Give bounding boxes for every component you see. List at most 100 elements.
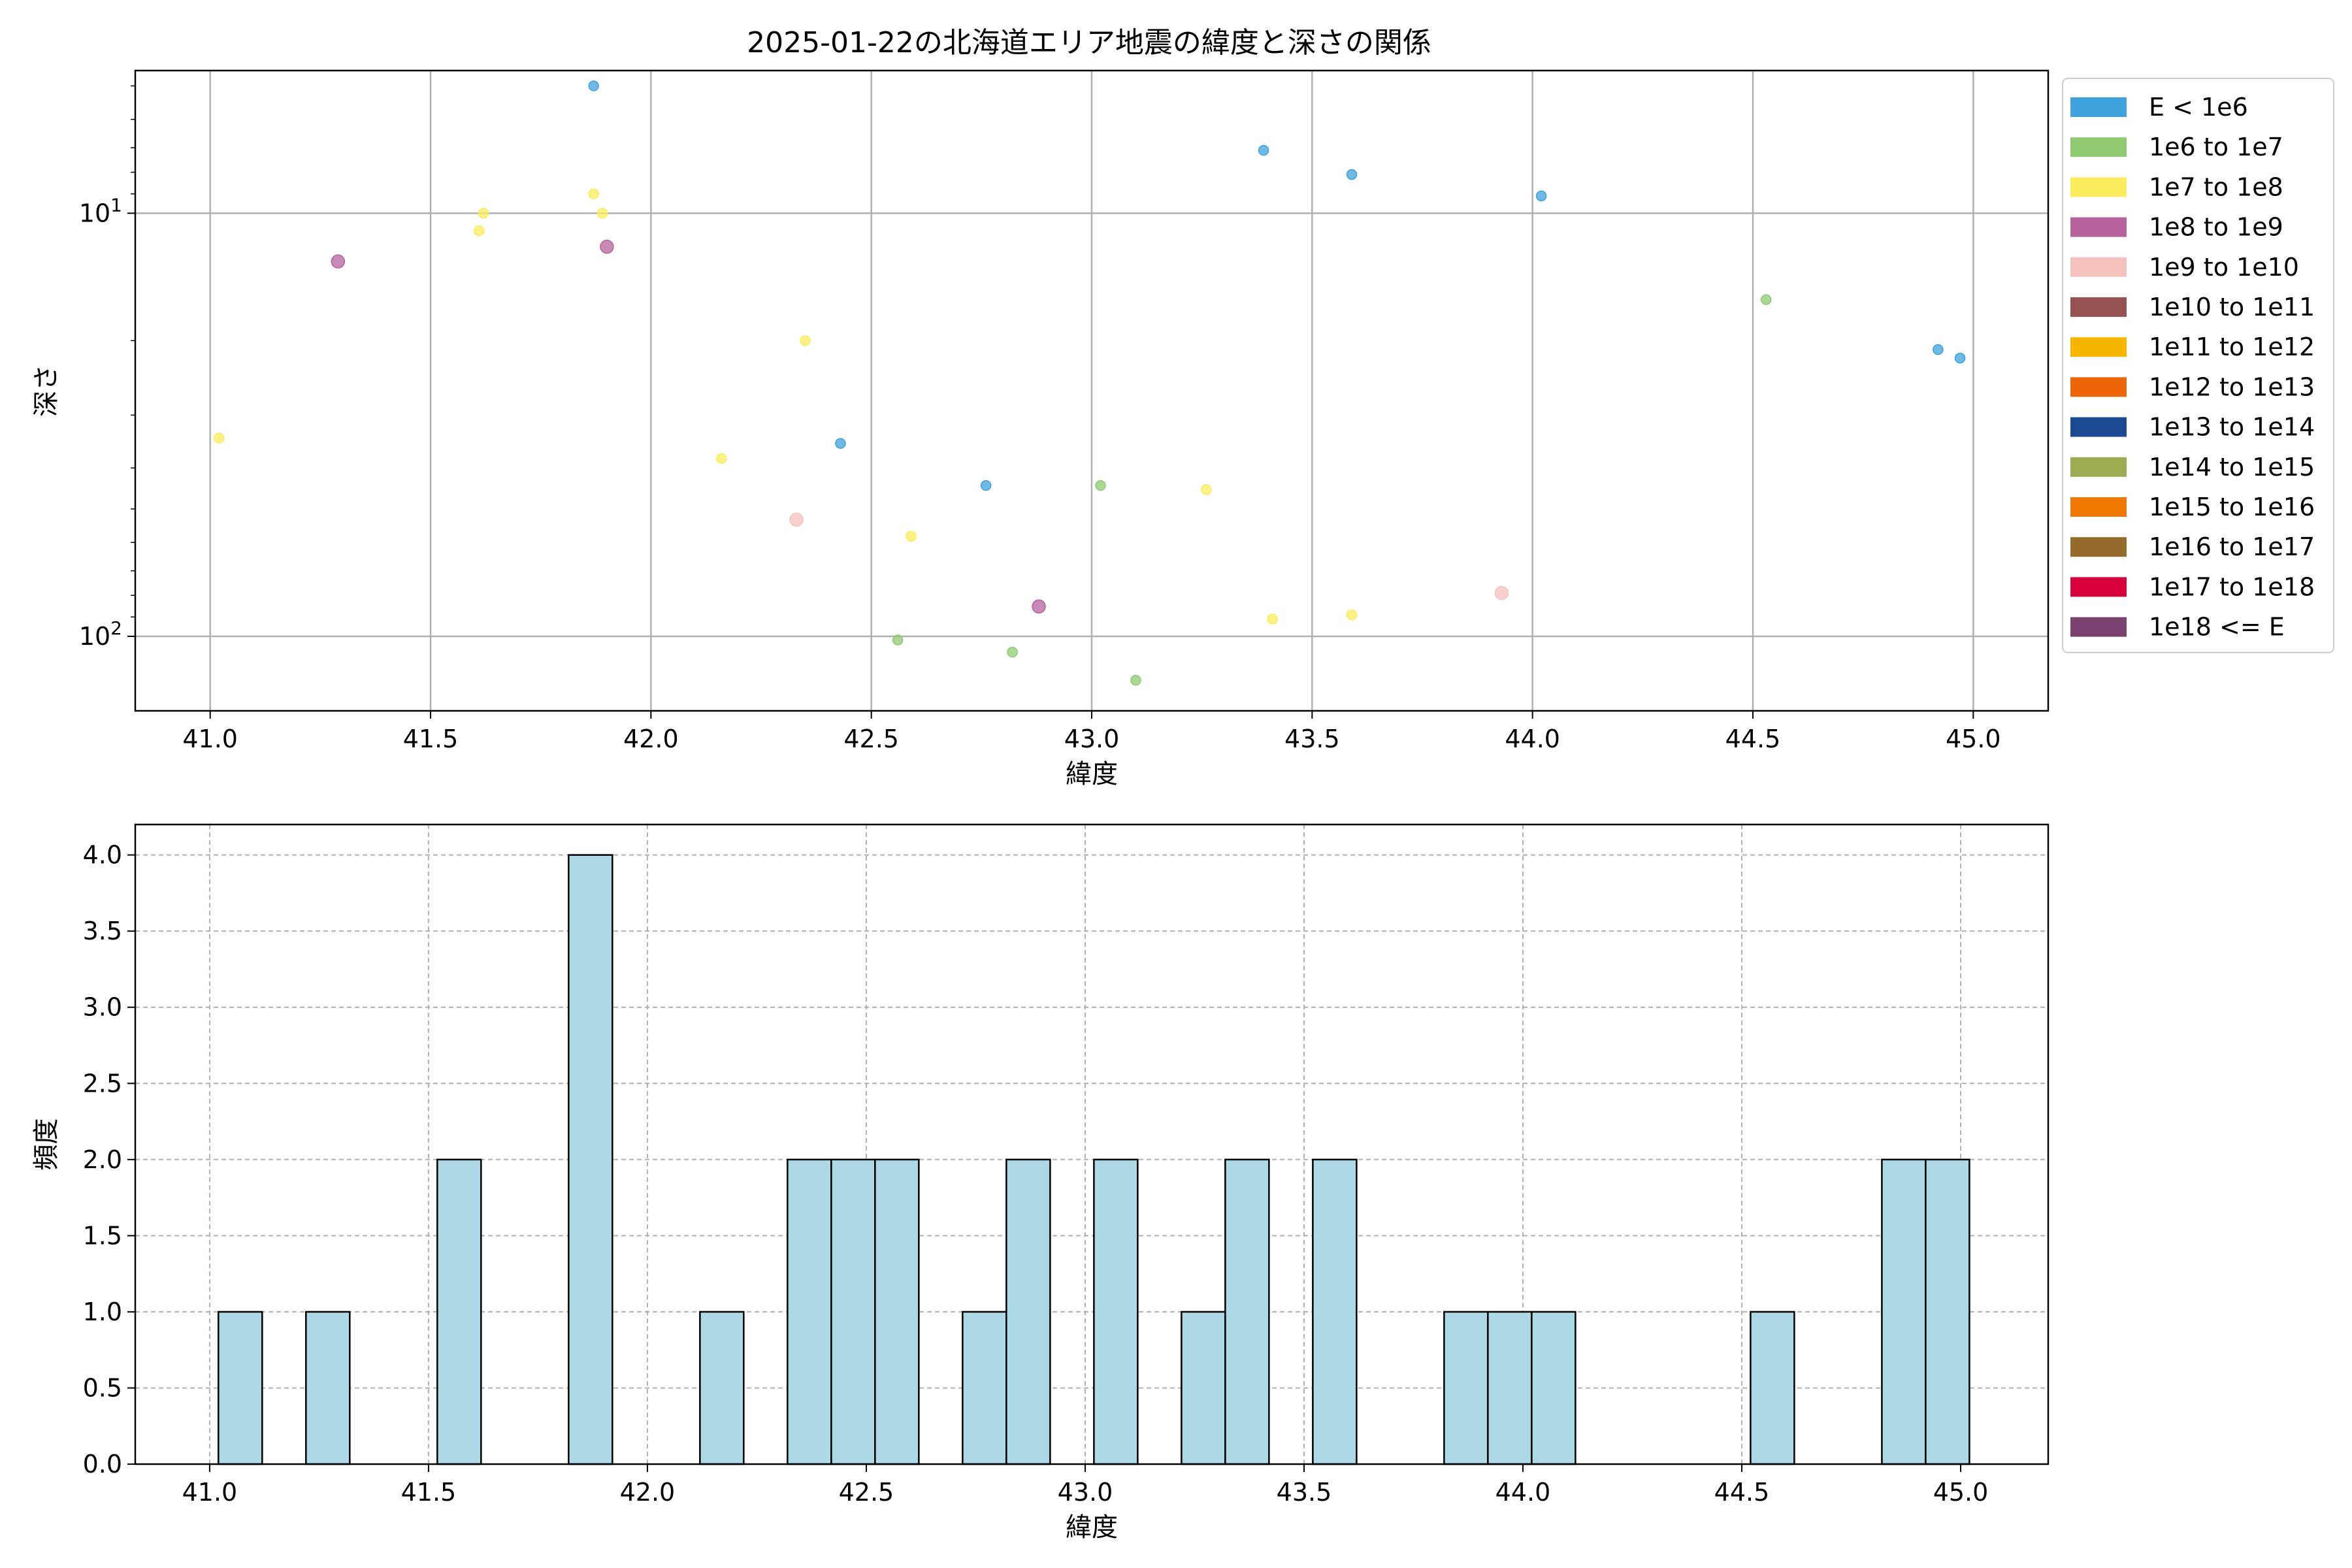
histogram-y-tick-label: 0.0 [83, 1450, 122, 1478]
legend-label: 1e8 to 1e9 [2149, 213, 2283, 242]
histogram-x-tick-label: 44.0 [1495, 1478, 1551, 1507]
scatter-point [596, 208, 608, 219]
scatter-x-ticks: 41.0 41.5 42.0 42.5 43.0 43.5 44.0 44.5 45.0 [182, 711, 2001, 753]
histogram-y-tick-label: 0.5 [83, 1373, 122, 1402]
scatter-point [478, 208, 489, 219]
histogram-x-tick-label: 42.5 [839, 1478, 894, 1507]
histogram-y-tick-label: 1.0 [83, 1298, 122, 1326]
histogram-x-tick-label: 41.0 [182, 1478, 238, 1507]
legend-swatch [2070, 137, 2127, 157]
scatter-x-axis-label: 緯度 [1066, 759, 1118, 789]
scatter-point [1535, 190, 1547, 202]
histogram-bar [1925, 1158, 1970, 1465]
histogram-bar [1443, 1311, 1489, 1465]
scatter-y-tick-label: 101 [79, 194, 122, 227]
legend-label: 1e9 to 1e10 [2149, 253, 2299, 282]
scatter-point [892, 634, 904, 645]
scatter-y-ticks: 101 102 [79, 85, 135, 651]
scatter-point [1954, 352, 1966, 364]
scatter-x-tick-label: 43.5 [1284, 725, 1340, 753]
scatter-x-tick-label: 42.5 [843, 725, 899, 753]
histogram-bars [218, 854, 1970, 1465]
scatter-y-axis-label: 深さ [31, 365, 61, 417]
histogram-bar [874, 1158, 920, 1465]
legend-label: 1e17 to 1e18 [2149, 572, 2315, 601]
scatter-point [1760, 294, 1772, 305]
scatter-point [1258, 144, 1269, 156]
scatter-point [1032, 599, 1046, 614]
histogram-bar [1881, 1158, 1927, 1465]
legend-label: E < 1e6 [2149, 93, 2248, 122]
scatter-point [588, 80, 599, 91]
scatter-point [906, 531, 917, 542]
histogram-x-ticks: 41.0 41.5 42.0 42.5 43.0 43.5 44.0 44.5 45.0 [182, 1464, 1989, 1507]
histogram-y-tick-label: 4.0 [83, 841, 122, 870]
scatter-point [1346, 609, 1358, 621]
legend-swatch [2070, 497, 2127, 517]
scatter-y-tick-label: 102 [79, 617, 122, 651]
histogram-bar [699, 1311, 745, 1465]
legend-label: 1e10 to 1e11 [2149, 293, 2315, 321]
legend-swatch [2070, 457, 2127, 477]
scatter-chart: 2025-01-22の北海道エリア地震の緯度と深さの関係 41.0 41.5 42.… [31, 26, 2334, 789]
histogram-x-tick-label: 43.5 [1277, 1478, 1332, 1507]
legend-swatch [2070, 297, 2127, 317]
scatter-legend: E < 1e6 1e6 to 1e7 1e7 to 1e8 1e8 to 1e9 1e9… [2062, 78, 2334, 653]
legend-label: 1e14 to 1e15 [2149, 453, 2315, 482]
legend-label: 1e15 to 1e16 [2149, 493, 2315, 521]
legend-swatch [2070, 177, 2127, 197]
histogram-bar [1181, 1311, 1226, 1465]
scatter-points [213, 80, 1966, 686]
scatter-x-tick-label: 43.0 [1064, 725, 1120, 753]
scatter-point [1346, 169, 1358, 180]
histogram-y-tick-label: 2.5 [83, 1069, 122, 1098]
histogram-x-axis-label: 緯度 [1066, 1512, 1118, 1543]
histogram-bar [1487, 1311, 1533, 1465]
legend-swatch [2070, 217, 2127, 237]
scatter-point [716, 453, 727, 465]
scatter-x-tick-label: 42.0 [623, 725, 679, 753]
histogram-bar [1312, 1158, 1358, 1465]
scatter-point [600, 239, 614, 254]
scatter-point [980, 480, 992, 491]
histogram-bar [787, 1158, 832, 1465]
scatter-title: 2025-01-22の北海道エリア地震の緯度と深さの関係 [747, 26, 1431, 59]
scatter-point [331, 254, 346, 269]
legend-swatch [2070, 337, 2127, 357]
histogram-bar [568, 854, 613, 1465]
histogram-bar [1005, 1158, 1051, 1465]
histogram-y-tick-label: 3.5 [83, 917, 122, 945]
legend-box [2062, 78, 2334, 653]
legend-label: 1e6 to 1e7 [2149, 133, 2283, 161]
scatter-point [473, 225, 485, 237]
scatter-point [1007, 646, 1018, 658]
histogram-bar [1531, 1311, 1576, 1465]
scatter-point [789, 512, 804, 527]
histogram-y-tick-label: 1.5 [83, 1221, 122, 1250]
scatter-point [835, 438, 846, 449]
histogram-x-tick-label: 43.0 [1058, 1478, 1113, 1507]
scatter-point [1267, 613, 1278, 625]
histogram-chart: 41.0 41.5 42.0 42.5 43.0 43.5 44.0 44.5 45.0 0.0… [31, 823, 2050, 1543]
histogram-bar [436, 1158, 482, 1465]
histogram-bar [1750, 1311, 1795, 1465]
scatter-point [1095, 480, 1106, 491]
histogram-y-tick-label: 2.0 [83, 1145, 122, 1174]
legend-swatch [2070, 257, 2127, 277]
legend-label: 1e12 to 1e13 [2149, 372, 2315, 401]
histogram-x-tick-label: 41.5 [401, 1478, 457, 1507]
legend-swatch [2070, 537, 2127, 557]
scatter-point [1130, 674, 1141, 686]
histogram-x-tick-label: 45.0 [1933, 1478, 1989, 1507]
scatter-point [800, 335, 811, 346]
legend-label: 1e11 to 1e12 [2149, 333, 2315, 361]
histogram-bar [218, 1311, 263, 1465]
legend-swatch [2070, 417, 2127, 437]
scatter-point [1494, 585, 1509, 600]
histogram-y-axis-label: 頻度 [31, 1119, 61, 1171]
histogram-y-ticks: 0.0 0.5 1.0 1.5 2.0 2.5 3.0 3.5 4.0 [83, 841, 135, 1478]
histogram-x-tick-label: 42.0 [620, 1478, 676, 1507]
histogram-bar [830, 1158, 876, 1465]
legend-swatch [2070, 97, 2127, 117]
